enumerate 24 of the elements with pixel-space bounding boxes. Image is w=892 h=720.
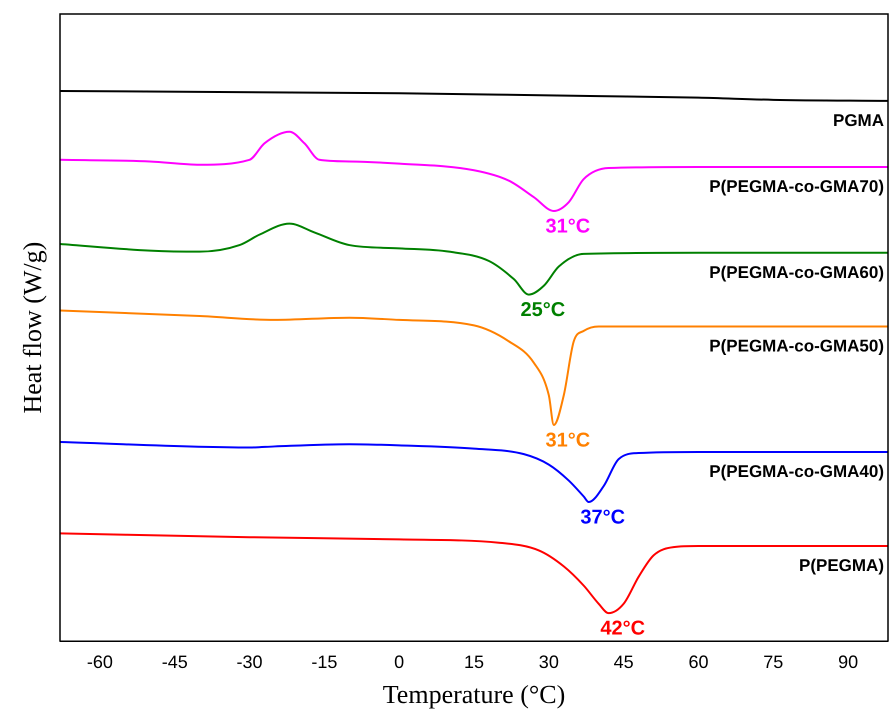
series-label: P(PEGMA-co-GMA60) [709, 262, 884, 282]
series-label: P(PEGMA) [799, 556, 884, 576]
series-label: P(PEGMA-co-GMA70) [709, 177, 884, 196]
x-tick-label: -15 [311, 652, 338, 672]
x-tick-label: 45 [614, 652, 634, 672]
x-tick-label: 60 [688, 652, 708, 672]
annotation: 42°C [600, 618, 646, 640]
x-axis-title: Temperature (°C) [382, 680, 566, 710]
series-label: P(PEGMA-co-GMA40) [709, 462, 884, 482]
annotation: 37°C [580, 506, 626, 529]
series-label: PGMA [833, 111, 884, 130]
y-axis-title: Heat flow (W/g) [18, 242, 47, 414]
x-tick-label: 15 [464, 652, 484, 672]
annotation: 31°C [545, 215, 590, 238]
x-tick-label: -30 [236, 652, 263, 672]
x-tick-label: 0 [394, 652, 404, 672]
series-label: P(PEGMA-co-GMA50) [709, 336, 884, 356]
annotation: 31°C [545, 429, 590, 452]
x-tick-label: 30 [538, 652, 559, 672]
x-tick-label: 75 [763, 652, 784, 672]
x-tick-label: 90 [838, 652, 858, 672]
x-tick-label: -60 [86, 652, 113, 672]
annotation: 25°C [520, 299, 566, 322]
x-tick-label: -45 [162, 652, 188, 672]
